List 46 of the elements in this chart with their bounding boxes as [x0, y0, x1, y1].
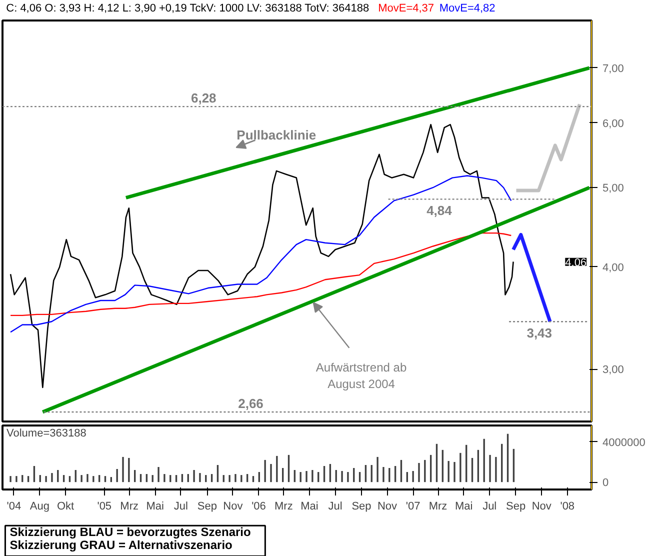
ref-line-label: 4,84: [426, 203, 453, 218]
x-tick-label: Jul: [482, 500, 497, 512]
line-series: [514, 102, 582, 192]
text: Skizzierung GRAU = Alternativszenario: [10, 538, 232, 552]
text: MovE=4,37: [378, 2, 434, 14]
x-tick-label: Mai: [300, 500, 318, 512]
text: Skizzierung BLAU = bevorzugtes Szenario: [10, 525, 251, 540]
x-tick-label: '05: [97, 500, 112, 512]
x-tick-label: Nov: [223, 500, 244, 512]
x-tick-label: Sep: [352, 500, 372, 512]
x-tick-label: Nov: [377, 500, 398, 512]
y-tick-label: 4000000: [602, 436, 646, 449]
x-tick-label: Jul: [174, 500, 188, 512]
y-tick-label: 5,00: [602, 182, 624, 195]
text: MovE=4,82: [439, 2, 496, 14]
x-tick-label: '06: [252, 500, 266, 512]
x-tick-label: Sep: [197, 500, 217, 512]
x-tick-label: '04: [6, 500, 22, 512]
x-tick-label: Mai: [454, 500, 473, 512]
x-tick-label: Mrz: [274, 500, 293, 512]
line-series: [10, 124, 514, 388]
y-tick-label: 6,00: [602, 118, 624, 130]
chart-title: Volume=363188: [6, 428, 86, 440]
y-tick-label: 3,00: [602, 364, 624, 376]
x-tick-label: '07: [406, 500, 420, 512]
x-tick-label: Mrz: [428, 500, 448, 512]
x-tick-label: '08: [560, 500, 575, 512]
chart-title: C: 4,06 O: 3,93 H: 4,12 L: 3,90 +0,19 TckV: 1000 LV: 363188 TotV: 364188: [6, 2, 370, 14]
ref-line-label: 3,43: [526, 326, 552, 341]
x-tick-label: Mai: [146, 500, 164, 512]
y-tick-label: 0: [602, 477, 609, 490]
line-series: [10, 175, 512, 333]
x-tick-label: Sep: [506, 500, 526, 512]
x-tick-label: Okt: [56, 500, 74, 512]
annotation: 4,06: [565, 256, 587, 269]
line-series: [10, 232, 512, 316]
annotation: Pullbacklinie: [236, 127, 316, 142]
x-tick-label: Mrz: [120, 500, 139, 512]
x-tick-label: Nov: [532, 500, 552, 512]
y-tick-label: 4,00: [602, 262, 624, 274]
x-tick-label: Aug: [30, 500, 50, 512]
ref-line-label: 6,28: [190, 90, 216, 106]
x-tick-label: Jul: [328, 500, 342, 512]
annotation: Aufwärtstrend ab August 2004: [316, 360, 407, 392]
y-tick-label: 7,00: [602, 62, 624, 75]
ref-line-label: 2,66: [238, 396, 264, 412]
